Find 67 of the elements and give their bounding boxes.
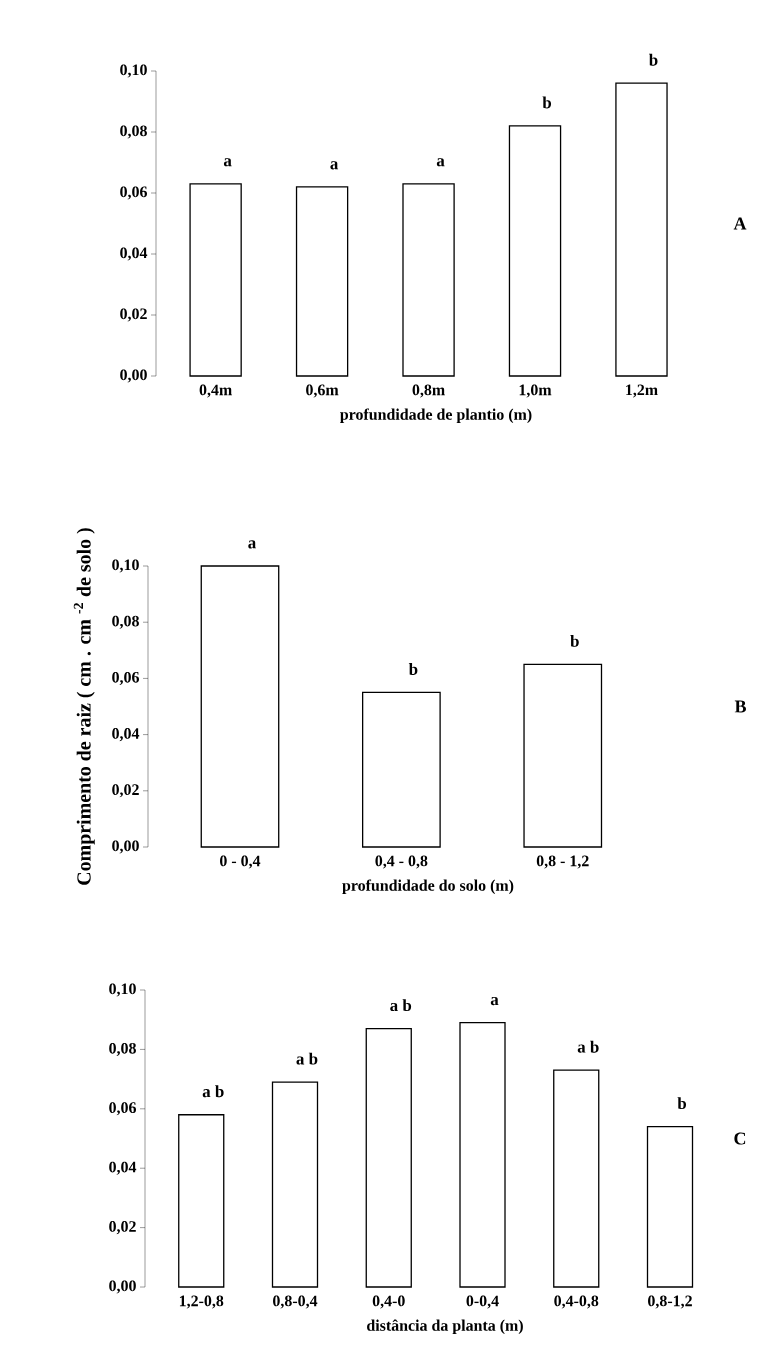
y-tick-label: 0,00 — [120, 369, 147, 383]
bar — [200, 565, 280, 848]
x-tick-label: 0,4 - 0,8 — [375, 855, 428, 869]
annotation: a — [330, 161, 339, 170]
x-tick-label: 0,8m — [412, 384, 445, 398]
x-axis-title: distância da planta (m) — [367, 1319, 523, 1335]
annotation: b — [570, 634, 579, 647]
y-axis-title: Comprimento de raiz ( cm . cm $^{-2}$ de solo ) — [73, 528, 95, 885]
y-tick-label: 0,00 — [112, 840, 139, 854]
bar — [646, 1125, 694, 1288]
x-tick-label: 0,8-0,4 — [273, 1295, 318, 1309]
bar — [553, 1069, 600, 1288]
y-tick-label: 0,06 — [112, 671, 140, 685]
x-tick-label: 0,8-1,2 — [648, 1295, 692, 1309]
y-tick-label: 0,10 — [112, 559, 139, 573]
annotation: b — [542, 96, 552, 109]
x-axis-title: profundidade do solo (m) — [342, 879, 514, 895]
bar — [508, 125, 562, 377]
bar — [189, 183, 242, 377]
text: A — [733, 217, 747, 230]
x-tick-label: 0,6m — [306, 384, 339, 398]
y-tick-label: 0,06 — [120, 186, 148, 200]
y-tick-label: 0,08 — [120, 125, 147, 139]
y-tick-label: 0,02 — [112, 784, 139, 798]
y-tick-label: 0,06 — [109, 1102, 137, 1116]
annotation: a — [248, 540, 256, 549]
text: C — [734, 1132, 746, 1145]
x-tick-label: 1,2-0,8 — [179, 1295, 224, 1309]
y-tick-label: 0,00 — [109, 1280, 136, 1294]
bar — [523, 663, 603, 848]
bar — [178, 1114, 225, 1288]
bar — [361, 691, 441, 848]
bar — [271, 1081, 319, 1288]
y-tick-label: 0,10 — [109, 983, 136, 997]
annotation: a b — [296, 1052, 318, 1065]
y-tick-label: 0,10 — [120, 64, 147, 78]
x-tick-label: 0,4-0,8 — [554, 1295, 599, 1309]
annotation: a b — [390, 999, 412, 1012]
annotation: a b — [202, 1085, 224, 1098]
bar — [295, 186, 349, 377]
annotation: b — [648, 53, 658, 66]
x-tick-label: 0 - 0,4 — [220, 855, 261, 869]
y-tick-label: 0,02 — [120, 308, 147, 322]
x-tick-label: 1,2m — [626, 384, 658, 398]
x-tick-label: 1,0m — [519, 384, 552, 398]
annotation: b — [677, 1097, 687, 1110]
annotation: a b — [577, 1040, 599, 1053]
y-tick-label: 0,02 — [109, 1221, 136, 1235]
annotation: a — [223, 158, 232, 167]
annotation: b — [408, 663, 418, 675]
x-tick-label: 0,4m — [199, 384, 232, 398]
y-tick-label: 0,08 — [112, 615, 139, 629]
bar — [459, 1022, 506, 1288]
x-axis-title: profundidade de plantio (m) — [340, 408, 532, 424]
x-tick-label: 0,8 - 1,2 — [536, 855, 589, 869]
y-tick-label: 0,04 — [120, 247, 148, 261]
bar — [365, 1027, 412, 1288]
x-tick-label: 0-0,4 — [466, 1295, 499, 1309]
bar — [615, 82, 668, 377]
bar — [402, 183, 455, 377]
y-tick-label: 0,04 — [109, 1161, 137, 1175]
text: B — [734, 700, 746, 713]
y-tick-label: 0,08 — [109, 1042, 136, 1056]
annotation: a — [490, 997, 499, 1006]
y-tick-label: 0,04 — [112, 728, 140, 742]
annotation: a — [436, 158, 445, 167]
x-tick-label: 0,4-0 — [372, 1295, 405, 1309]
